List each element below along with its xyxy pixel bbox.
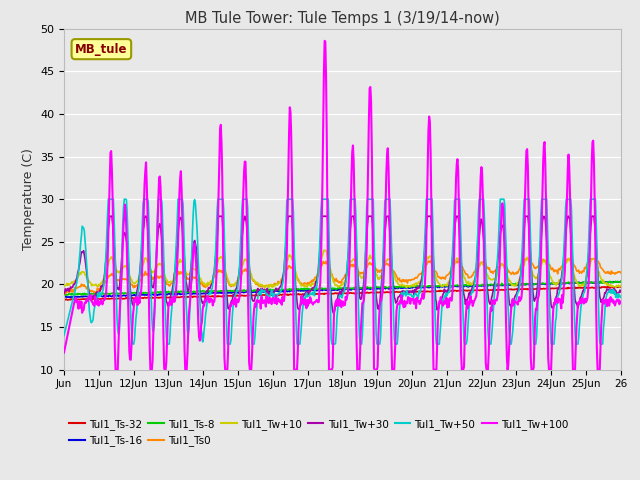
Y-axis label: Temperature (C): Temperature (C): [22, 148, 35, 250]
Tul1_Tw+30: [277, 283, 285, 288]
Tul1_Ts-8: [126, 291, 134, 297]
Line: Tul1_Ts-32: Tul1_Ts-32: [64, 287, 621, 300]
Tul1_Tw+50: [104, 196, 112, 202]
Tul1_Ts0: [431, 268, 439, 274]
Tul1_Ts-16: [277, 289, 285, 295]
Tul1_Tw+100: [112, 367, 120, 372]
Line: Tul1_Tw+10: Tul1_Tw+10: [64, 251, 621, 288]
Tul1_Tw+100: [433, 367, 440, 372]
Tul1_Tw+10: [255, 283, 263, 288]
Tul1_Ts0: [400, 277, 408, 283]
Tul1_Tw+30: [106, 213, 113, 219]
Tul1_Tw+30: [60, 291, 68, 297]
Tul1_Ts-32: [401, 289, 408, 295]
Tul1_Ts0: [255, 284, 263, 289]
Tul1_Ts0: [617, 270, 625, 276]
Tul1_Ts-8: [228, 288, 236, 294]
Tul1_Ts-16: [432, 283, 440, 289]
Tul1_Ts-8: [60, 291, 68, 297]
Text: MB_tule: MB_tule: [75, 43, 127, 56]
Line: Tul1_Tw+100: Tul1_Tw+100: [64, 41, 621, 370]
Tul1_Tw+100: [401, 304, 409, 310]
Tul1_Ts0: [276, 279, 284, 285]
Tul1_Ts-16: [401, 285, 408, 290]
Tul1_Ts-32: [126, 295, 134, 301]
Tul1_Ts-32: [64, 297, 72, 303]
Tul1_Ts-16: [617, 279, 625, 285]
Tul1_Tw+10: [432, 274, 440, 280]
Tul1_Ts-16: [228, 289, 236, 295]
Tul1_Tw+10: [60, 282, 68, 288]
Tul1_Ts0: [60, 291, 68, 297]
Tul1_Ts0: [523, 256, 531, 262]
Line: Tul1_Tw+50: Tul1_Tw+50: [64, 199, 621, 344]
Tul1_Tw+50: [257, 292, 264, 298]
Tul1_Ts-16: [126, 292, 134, 298]
Title: MB Tule Tower: Tule Temps 1 (3/19/14-now): MB Tule Tower: Tule Temps 1 (3/19/14-now…: [185, 11, 500, 26]
Tul1_Ts-32: [617, 284, 625, 290]
Tul1_Tw+10: [228, 282, 236, 288]
Tul1_Tw+50: [129, 341, 137, 347]
Tul1_Tw+30: [330, 310, 337, 316]
Tul1_Ts-32: [60, 297, 68, 303]
Tul1_Tw+10: [612, 285, 620, 290]
Tul1_Tw+10: [401, 282, 408, 288]
Tul1_Ts-32: [277, 292, 285, 298]
Tul1_Ts-8: [617, 278, 625, 284]
Tul1_Tw+10: [617, 283, 625, 288]
Tul1_Tw+50: [401, 292, 409, 298]
Tul1_Tw+10: [125, 273, 133, 278]
Tul1_Tw+100: [60, 349, 68, 355]
Tul1_Ts-8: [596, 278, 604, 284]
Tul1_Tw+100: [617, 299, 625, 304]
Tul1_Ts-32: [256, 292, 264, 298]
Tul1_Ts-32: [432, 288, 440, 294]
Tul1_Ts-16: [614, 279, 621, 285]
Tul1_Tw+30: [401, 289, 409, 295]
Tul1_Tw+30: [126, 283, 134, 289]
Tul1_Tw+10: [320, 248, 328, 253]
Tul1_Ts-32: [228, 293, 236, 299]
Tul1_Ts-32: [604, 284, 612, 289]
Line: Tul1_Ts-16: Tul1_Ts-16: [64, 282, 621, 298]
Tul1_Ts-8: [256, 287, 264, 293]
Line: Tul1_Ts-8: Tul1_Ts-8: [64, 281, 621, 295]
Tul1_Ts-8: [70, 292, 77, 298]
Tul1_Tw+30: [617, 289, 625, 295]
Tul1_Tw+50: [278, 285, 285, 291]
Line: Tul1_Ts0: Tul1_Ts0: [64, 259, 621, 294]
Tul1_Tw+10: [276, 279, 284, 285]
Tul1_Ts0: [228, 282, 236, 288]
Tul1_Tw+100: [277, 298, 285, 303]
Tul1_Tw+50: [126, 295, 134, 301]
Tul1_Ts-16: [256, 289, 264, 295]
Tul1_Tw+100: [228, 300, 236, 306]
Tul1_Tw+30: [433, 300, 440, 306]
Tul1_Ts-8: [277, 287, 285, 293]
Tul1_Tw+100: [256, 298, 264, 303]
Tul1_Tw+100: [321, 38, 328, 44]
Tul1_Ts-8: [432, 283, 440, 289]
Tul1_Tw+50: [617, 295, 625, 300]
Legend: Tul1_Ts-32, Tul1_Ts-16, Tul1_Ts-8, Tul1_Ts0, Tul1_Tw+10, Tul1_Tw+30, Tul1_Tw+50,: Tul1_Ts-32, Tul1_Ts-16, Tul1_Ts-8, Tul1_…: [69, 419, 569, 446]
Tul1_Tw+50: [60, 333, 68, 338]
Line: Tul1_Tw+30: Tul1_Tw+30: [64, 216, 621, 313]
Tul1_Ts0: [125, 281, 133, 287]
Tul1_Ts-8: [401, 284, 408, 290]
Tul1_Tw+50: [433, 341, 440, 347]
Tul1_Ts-16: [60, 294, 68, 300]
Tul1_Tw+50: [229, 303, 237, 309]
Tul1_Tw+30: [228, 297, 236, 303]
Tul1_Tw+30: [256, 288, 264, 294]
Tul1_Ts-16: [67, 295, 74, 300]
Tul1_Tw+100: [126, 357, 134, 362]
